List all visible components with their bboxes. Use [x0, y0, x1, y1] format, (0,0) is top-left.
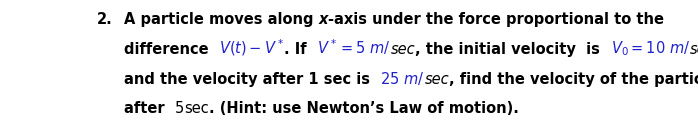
Text: . If: . If	[284, 42, 317, 57]
Text: $V_0 = 10\ m/$: $V_0 = 10\ m/$	[611, 40, 690, 59]
Text: . (Hint: use Newton’s Law of motion).: . (Hint: use Newton’s Law of motion).	[209, 101, 519, 116]
Text: sec: sec	[425, 71, 450, 87]
Text: sec: sec	[391, 42, 415, 57]
Text: $25\ m/$: $25\ m/$	[380, 70, 425, 87]
Text: sec: sec	[184, 101, 209, 116]
Text: $V^* = 5\ m/$: $V^* = 5\ m/$	[317, 37, 391, 57]
Text: after: after	[124, 101, 175, 116]
Text: -axis under the force proportional to the: -axis under the force proportional to th…	[328, 12, 664, 27]
Text: 5: 5	[175, 101, 184, 116]
Text: 2.: 2.	[97, 12, 113, 27]
Text: difference: difference	[124, 42, 219, 57]
Text: sec: sec	[690, 42, 698, 57]
Text: , find the velocity of the particle: , find the velocity of the particle	[450, 71, 698, 87]
Text: , the initial velocity  is: , the initial velocity is	[415, 42, 611, 57]
Text: and the velocity after 1 sec is: and the velocity after 1 sec is	[124, 71, 380, 87]
Text: x: x	[319, 12, 328, 27]
Text: $V(t)-V^*$: $V(t)-V^*$	[219, 38, 284, 58]
Text: A particle moves along: A particle moves along	[124, 12, 319, 27]
